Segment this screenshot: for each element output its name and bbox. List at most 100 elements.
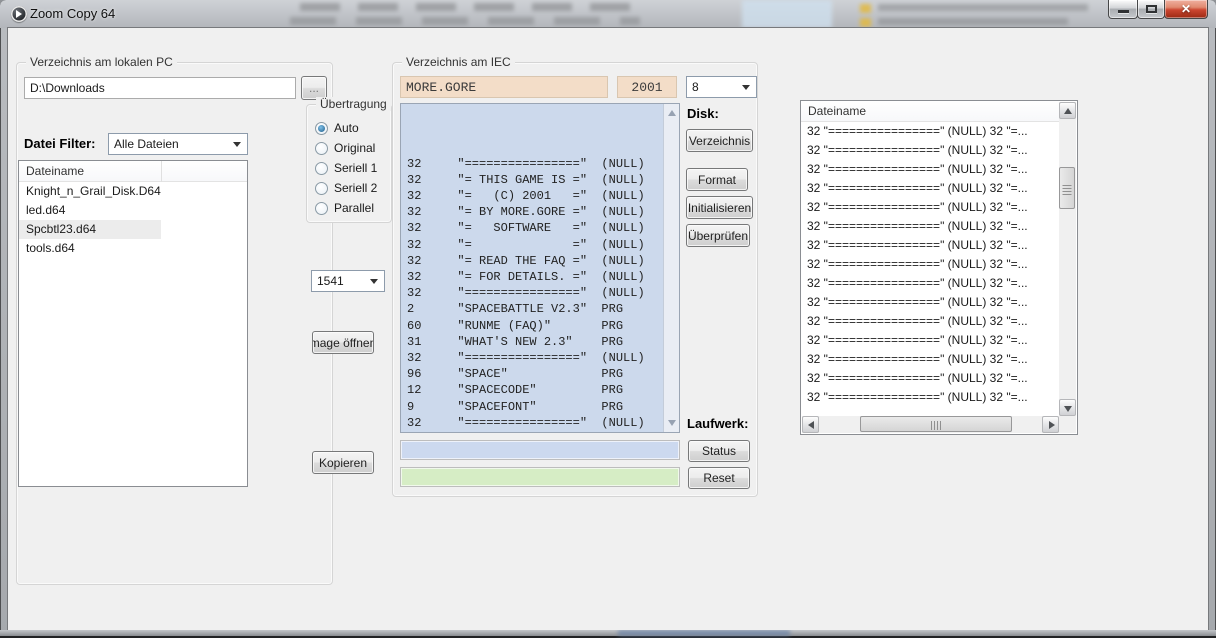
disk-id-field[interactable]: 2001 (617, 76, 677, 98)
scroll-up-button[interactable] (1059, 102, 1076, 119)
directory-line: 2 "SPACEBATTLE V2.3" PRG (407, 302, 624, 317)
local-file-list-header[interactable]: Dateiname (19, 161, 247, 182)
iec-directory-listing[interactable]: 32 "================" (NULL) 32 "= THIS G… (400, 103, 680, 433)
transfer-radio-option[interactable]: Seriell 1 (307, 158, 391, 178)
scroll-down-icon (1064, 406, 1072, 412)
chevron-down-icon (742, 85, 750, 90)
result-row[interactable]: 32 "================" (NULL) 32 "=... (807, 124, 1028, 138)
result-row[interactable]: 32 "================" (NULL) 32 "=... (807, 181, 1028, 195)
transfer-radio-option[interactable]: Auto (307, 118, 391, 138)
thumb-grip (931, 421, 941, 430)
result-row[interactable]: 32 "================" (NULL) 32 "=... (807, 276, 1028, 290)
iec-group: Verzeichnis am IEC (392, 55, 758, 497)
local-file-list-header-label: Dateiname (26, 164, 85, 178)
titlebar-glass-artifact (860, 4, 871, 13)
scrollbar-corner (1059, 416, 1076, 433)
close-button[interactable]: ✕ (1164, 0, 1208, 19)
result-row[interactable]: 32 "================" (NULL) 32 "=... (807, 390, 1028, 404)
device-number-select[interactable]: 8 (686, 76, 757, 98)
local-pc-group-label: Verzeichnis am lokalen PC (26, 55, 177, 69)
transfer-radio-option[interactable]: Seriell 2 (307, 178, 391, 198)
file-filter-select[interactable]: Alle Dateien (108, 133, 248, 155)
scroll-left-button[interactable] (802, 416, 819, 433)
result-row[interactable]: 32 "================" (NULL) 32 "=... (807, 295, 1028, 309)
scroll-down-icon[interactable] (668, 420, 676, 426)
radio-label: Auto (334, 121, 359, 135)
status-bar-blue (400, 440, 680, 460)
result-list-header-label: Dateiname (808, 104, 867, 118)
verify-button[interactable]: Überprüfen (686, 224, 750, 247)
file-list-item[interactable]: led.d64 (26, 203, 66, 217)
directory-line: 32 "= (C) 2001 =" (NULL) (407, 189, 645, 204)
directory-button[interactable]: Verzeichnis (686, 129, 753, 152)
directory-line: 96 "SPACE" PRG (407, 367, 624, 382)
scroll-up-icon (1064, 108, 1072, 114)
scroll-down-button[interactable] (1059, 399, 1076, 416)
scroll-right-icon (1049, 421, 1055, 429)
file-list-item[interactable]: Knight_n_Grail_Disk.D64 (26, 184, 161, 198)
drive-model-select[interactable]: 1541 (311, 270, 385, 292)
disk-name-field[interactable]: MORE.GORE (400, 76, 608, 98)
status-button[interactable]: Status (688, 440, 750, 462)
file-list-item[interactable]: Spcbtl23.d64 (19, 220, 161, 239)
local-file-rows: Knight_n_Grail_Disk.D64 led.d64 Spcbtl23.d… (19, 182, 247, 258)
copy-button[interactable]: Kopieren (312, 451, 374, 474)
scroll-up-icon[interactable] (668, 110, 676, 116)
radio-icon (315, 141, 328, 155)
directory-scrollbar[interactable] (663, 104, 679, 432)
result-list-header[interactable]: Dateiname (801, 101, 1061, 122)
local-file-list[interactable]: Dateiname Knight_n_Grail_Disk.D64 led.d64… (18, 160, 248, 487)
directory-lines: 32 "================" (NULL) 32 "= THIS G… (407, 107, 645, 432)
transfer-radio-option[interactable]: Original (307, 138, 391, 158)
drive-model-value: 1541 (317, 274, 344, 288)
transfer-group: Übertragung Auto Original Seriell 1 Seri… (306, 97, 392, 223)
directory-line: 32 "================" (NULL) (407, 286, 645, 301)
transfer-radio-option[interactable]: Parallel (307, 198, 391, 218)
directory-line: 32 "================" (NULL) (407, 415, 645, 430)
result-row[interactable]: 32 "================" (NULL) 32 "=... (807, 352, 1028, 366)
titlebar[interactable]: Zoom Copy 64 ✕ (0, 0, 1216, 28)
reset-button[interactable]: Reset (688, 467, 750, 489)
titlebar-glass-artifact (878, 18, 1068, 25)
horizontal-scrollbar[interactable] (802, 416, 1059, 433)
vertical-scroll-thumb[interactable] (1059, 167, 1075, 209)
app-icon (11, 6, 27, 22)
close-icon: ✕ (1180, 2, 1192, 16)
directory-line: 393 BLOCKS FREE. (407, 431, 645, 432)
browse-button[interactable]: ... (301, 76, 327, 100)
radio-icon (315, 121, 328, 135)
local-path-input[interactable]: D:\Downloads (24, 77, 296, 99)
transfer-options: Auto Original Seriell 1 Seriell 2 Parall… (307, 118, 391, 218)
result-row[interactable]: 32 "================" (NULL) 32 "=... (807, 219, 1028, 233)
file-filter-value: Alle Dateien (114, 137, 179, 151)
device-number-value: 8 (692, 80, 699, 94)
chevron-down-icon (370, 279, 378, 284)
scroll-right-button[interactable] (1042, 416, 1059, 433)
result-row[interactable]: 32 "================" (NULL) 32 "=... (807, 371, 1028, 385)
result-row[interactable]: 32 "================" (NULL) 32 "=... (807, 333, 1028, 347)
vertical-scrollbar[interactable] (1059, 102, 1076, 416)
result-row[interactable]: 32 "================" (NULL) 32 "=... (807, 143, 1028, 157)
horizontal-scroll-thumb[interactable] (860, 416, 1012, 432)
result-list-panel[interactable]: Dateiname 32 "================" (NULL) 3… (800, 100, 1078, 435)
open-image-button[interactable]: mage öffnen (312, 331, 374, 354)
initialize-button[interactable]: Initialisieren (686, 196, 753, 219)
result-row[interactable]: 32 "================" (NULL) 32 "=... (807, 238, 1028, 252)
minimize-icon (1118, 10, 1129, 13)
window-title: Zoom Copy 64 (30, 6, 116, 21)
file-list-item[interactable]: tools.d64 (26, 241, 75, 255)
iec-group-label: Verzeichnis am IEC (402, 55, 515, 69)
directory-line: 31 "WHAT'S NEW 2.3" PRG (407, 334, 624, 349)
directory-line: 32 "================" (NULL) (407, 351, 645, 366)
format-button[interactable]: Format (686, 168, 748, 191)
maximize-button[interactable] (1137, 0, 1165, 19)
radio-label: Parallel (334, 201, 375, 215)
result-row[interactable]: 32 "================" (NULL) 32 "=... (807, 200, 1028, 214)
titlebar-glass-artifact (290, 17, 640, 25)
directory-line: 32 "= READ THE FAQ =" (NULL) (407, 253, 645, 268)
minimize-button[interactable] (1108, 0, 1138, 19)
result-row[interactable]: 32 "================" (NULL) 32 "=... (807, 314, 1028, 328)
result-row[interactable]: 32 "================" (NULL) 32 "=... (807, 162, 1028, 176)
result-row[interactable]: 32 "================" (NULL) 32 "=... (807, 257, 1028, 271)
